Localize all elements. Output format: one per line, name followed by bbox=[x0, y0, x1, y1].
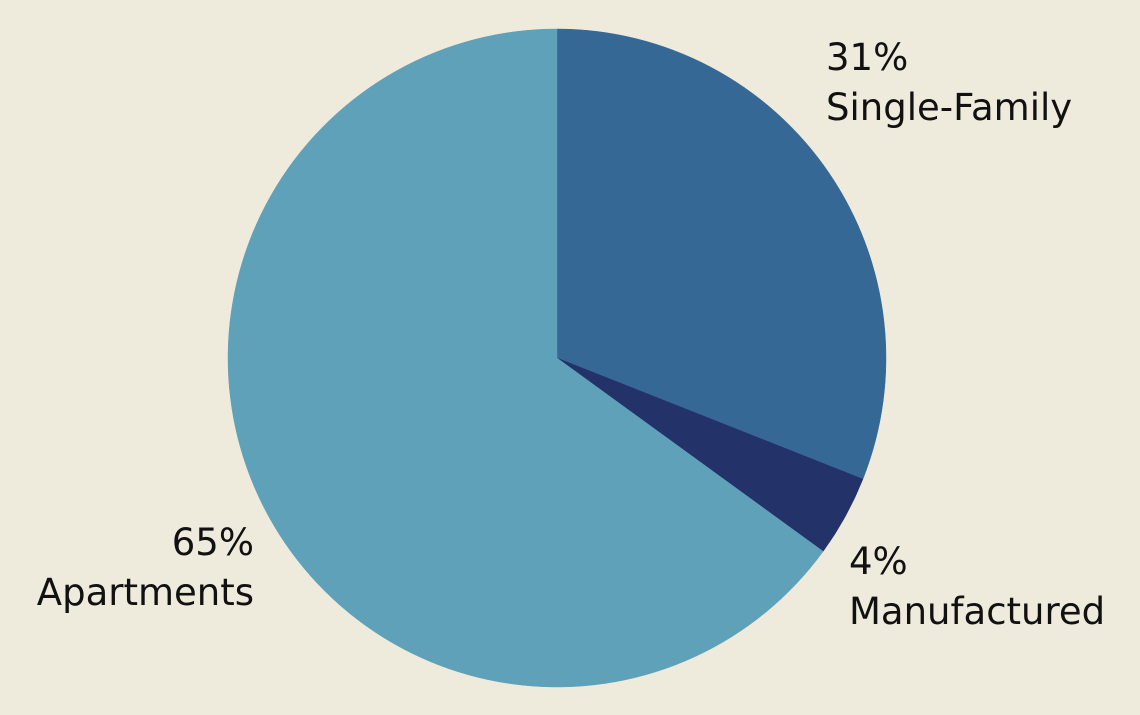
pie-slice-apartments bbox=[227, 28, 824, 688]
pie-slice-single-family bbox=[556, 28, 887, 480]
slice-category-label: Single-Family bbox=[826, 86, 1073, 129]
slice-label-manufactured: 4% Manufactured bbox=[849, 537, 1105, 637]
slice-value-label: 4% bbox=[849, 540, 908, 583]
slice-category-label: Apartments bbox=[36, 571, 254, 614]
slice-label-single-family: 31% Single-Family bbox=[826, 33, 1072, 133]
slice-category-label: Manufactured bbox=[849, 590, 1106, 633]
slice-value-label: 65% bbox=[171, 521, 254, 564]
slice-label-apartments: 65% Apartments bbox=[37, 518, 254, 618]
slice-value-label: 31% bbox=[826, 36, 909, 79]
